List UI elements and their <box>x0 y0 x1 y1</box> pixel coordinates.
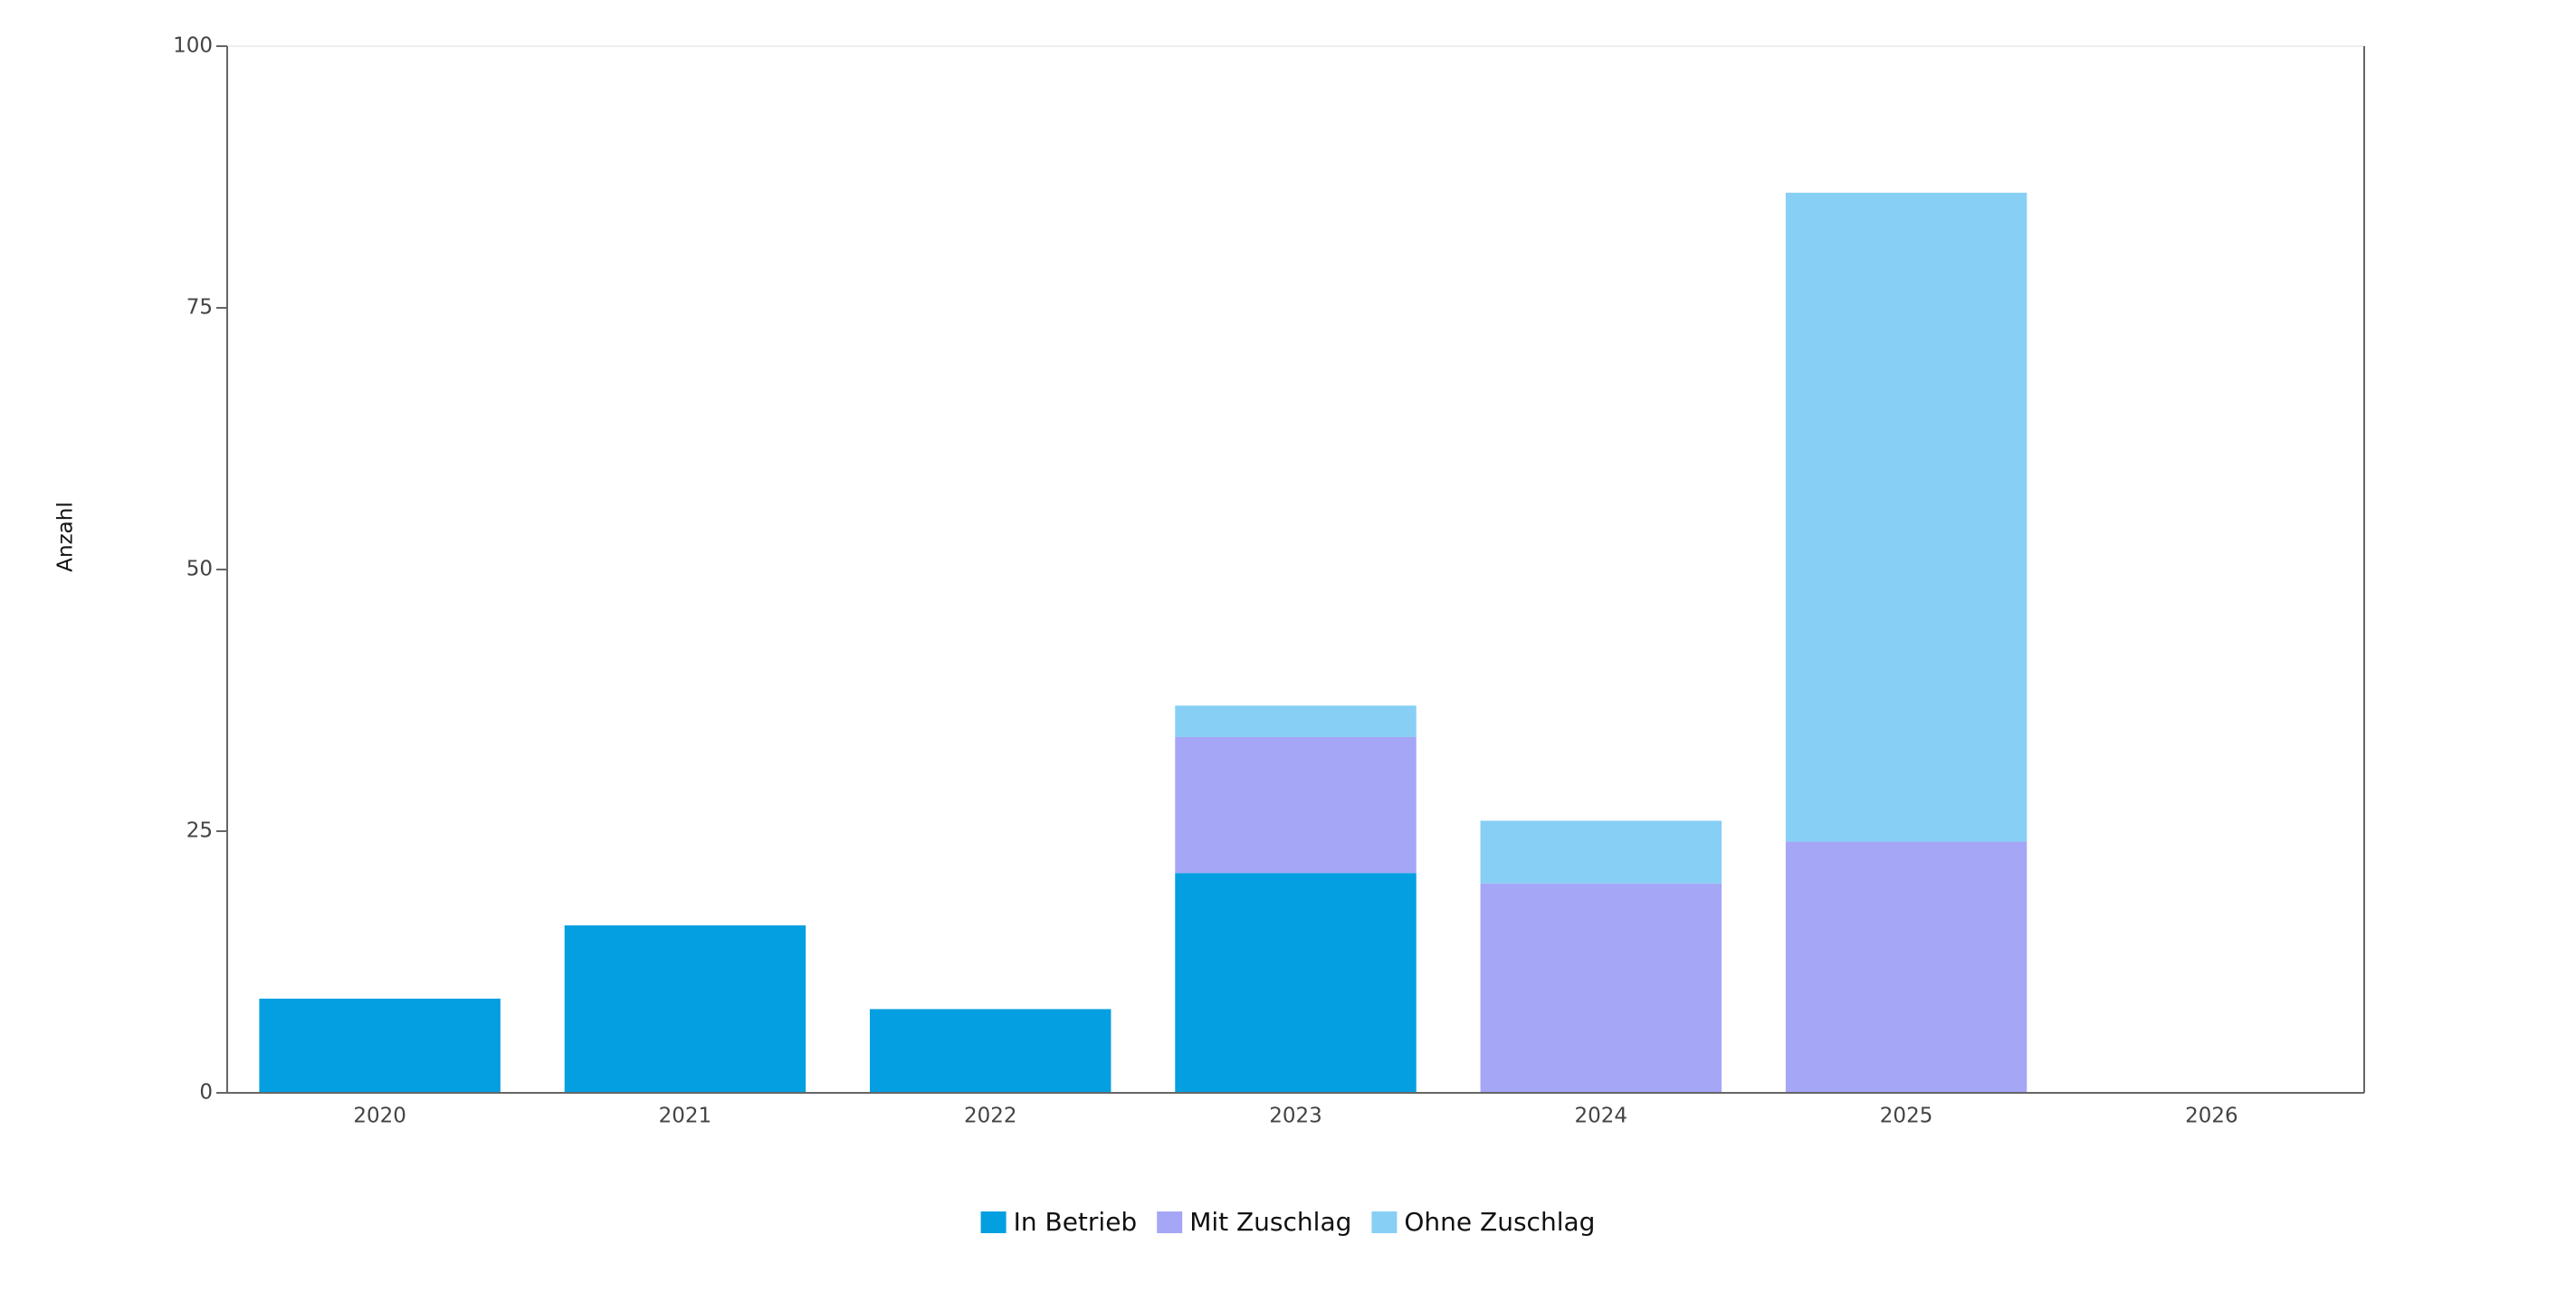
x-tick-label: 2024 <box>1575 1105 1628 1128</box>
bar-segment <box>869 1009 1111 1093</box>
y-tick-label: 25 <box>186 819 213 843</box>
x-tick-label: 2025 <box>1880 1105 1933 1128</box>
bar-segment <box>1175 873 1417 1093</box>
bar-segment <box>1175 736 1417 874</box>
y-tick-label: 100 <box>173 34 213 58</box>
x-tick-label: 2022 <box>964 1105 1017 1128</box>
y-axis-label: Anzahl <box>54 502 78 571</box>
x-tick-label: 2026 <box>2185 1105 2238 1128</box>
legend-swatch <box>980 1211 1007 1233</box>
x-tick-label: 2023 <box>1269 1105 1322 1128</box>
bar-segment <box>564 925 806 1093</box>
legend-label: Ohne Zuschlag <box>1404 1207 1595 1237</box>
x-tick-label: 2020 <box>353 1105 406 1128</box>
y-tick-label: 50 <box>186 558 213 581</box>
legend-label: Mit Zuschlag <box>1189 1207 1351 1237</box>
bar-segment <box>1480 820 1722 884</box>
bar-segment <box>1785 841 2027 1093</box>
bar-segment <box>1175 705 1417 737</box>
legend-swatch <box>1157 1211 1183 1233</box>
legend-label: In Betrieb <box>1014 1207 1138 1237</box>
x-tick-label: 2021 <box>659 1105 712 1128</box>
bar-segment <box>259 998 501 1093</box>
y-tick-label: 0 <box>199 1081 213 1105</box>
y-tick-label: 75 <box>186 296 213 320</box>
legend-swatch <box>1371 1211 1398 1233</box>
bar-segment <box>1785 192 2027 842</box>
bar-segment <box>1480 883 1722 1093</box>
